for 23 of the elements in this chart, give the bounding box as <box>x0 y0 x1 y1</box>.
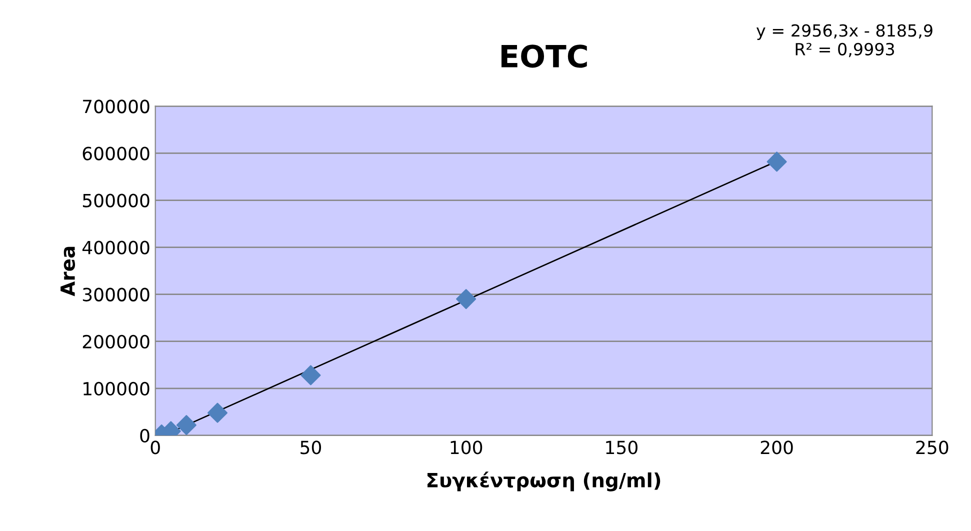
text: y = 2956,3x - 8185,9 R² = 0,9993 <box>756 24 932 58</box>
chart-title: EOTC <box>502 44 587 68</box>
point <box>456 289 476 310</box>
y-tick-label: 400000 <box>82 240 150 254</box>
x-tick-label: 50 <box>300 440 322 454</box>
y-tick-label: 500000 <box>82 194 150 208</box>
y-tick-label: 200000 <box>82 334 150 348</box>
y-tick-label: 0 <box>140 428 150 443</box>
x-axis-title: Συγκέντρωση (ng/ml) <box>428 472 660 492</box>
y-tick-label: 300000 <box>82 288 150 302</box>
y-tick-label: 700000 <box>83 100 150 114</box>
x-tick-label: 150 <box>606 440 638 454</box>
x-tick-label: 100 <box>450 440 482 454</box>
point <box>207 402 228 423</box>
x-tick-label: 200 <box>760 440 793 454</box>
point <box>300 365 321 386</box>
x-tick-label: 0 <box>150 440 160 454</box>
y-tick-label: 100000 <box>84 382 150 396</box>
point <box>176 415 196 436</box>
point <box>766 152 787 172</box>
y-axis-title: Area <box>60 246 76 296</box>
x-tick-label: 250 <box>916 440 948 454</box>
y-tick-label: 600000 <box>82 146 150 160</box>
